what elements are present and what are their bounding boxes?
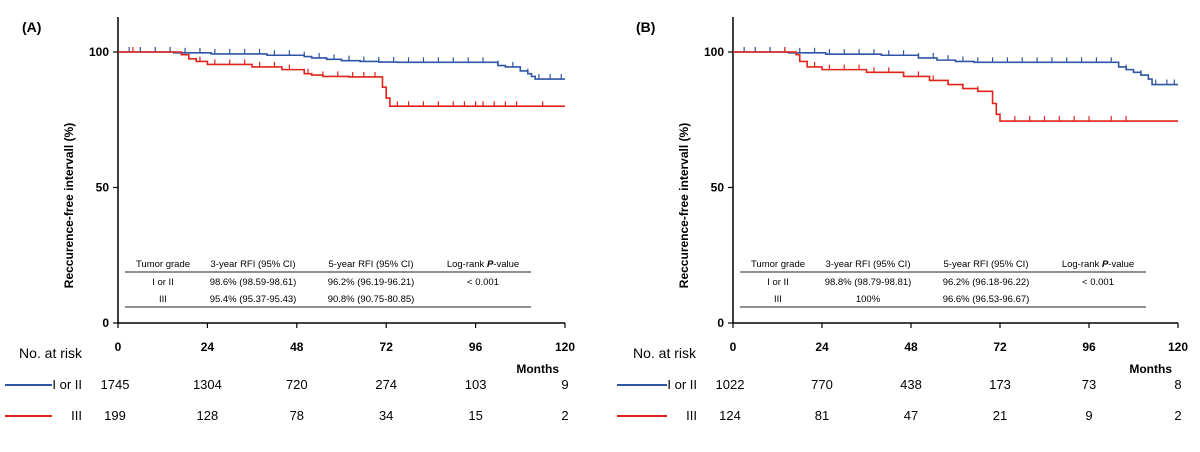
- table-cell: III: [159, 294, 167, 305]
- risk-value: 21: [993, 408, 1007, 423]
- y-tick-label: 50: [96, 181, 110, 195]
- table-cell: 90.8% (90.75-80.85): [328, 294, 415, 305]
- risk-value: 9: [561, 377, 568, 392]
- table-header-logrank: Log-rank P-value: [1062, 259, 1134, 270]
- risk-value: 15: [468, 408, 482, 423]
- table-cell: < 0.001: [1082, 277, 1114, 288]
- table-cell: 95.4% (95.37-95.43): [210, 294, 297, 305]
- table-header: Tumor grade: [751, 259, 805, 270]
- risk-value: 720: [286, 377, 308, 392]
- panel-label: (B): [636, 19, 655, 35]
- panel-label: (A): [22, 19, 41, 35]
- risk-value: 1745: [101, 377, 130, 392]
- risk-row-label: I or II: [52, 377, 82, 392]
- table-cell: III: [774, 294, 782, 305]
- risk-value: 47: [904, 408, 918, 423]
- risk-value: 438: [900, 377, 922, 392]
- x-tick-label: 72: [993, 340, 1007, 354]
- table-header: 3-year RFI (95% CI): [826, 259, 911, 270]
- table-cell: 96.6% (96.53-96.67): [943, 294, 1030, 305]
- y-axis-label: Reccurence-free intervall (%): [62, 123, 76, 288]
- table-cell: I or II: [152, 277, 174, 288]
- y-tick-label: 100: [704, 45, 724, 59]
- y-tick-label: 0: [717, 316, 724, 330]
- table-header-logrank: Log-rank P-value: [447, 259, 519, 270]
- risk-value: 103: [465, 377, 487, 392]
- risk-table-title: No. at risk: [19, 345, 83, 361]
- risk-value: 81: [815, 408, 829, 423]
- risk-table-title: No. at risk: [633, 345, 697, 361]
- x-tick-label: 24: [201, 340, 215, 354]
- x-tick-label: 96: [469, 340, 483, 354]
- survival-curve-grade-iii: [118, 51, 565, 107]
- y-tick-label: 0: [102, 316, 109, 330]
- table-cell: 96.2% (96.19-96.21): [328, 277, 415, 288]
- y-tick-label: 50: [711, 181, 725, 195]
- x-tick-label: 120: [555, 340, 575, 354]
- x-tick-label: 0: [730, 340, 737, 354]
- risk-value: 274: [375, 377, 397, 392]
- survival-curve-grade-iii: [733, 51, 1178, 122]
- x-tick-label: 48: [290, 340, 304, 354]
- risk-value: 78: [290, 408, 304, 423]
- risk-value: 9: [1085, 408, 1092, 423]
- risk-value: 8: [1174, 377, 1181, 392]
- table-cell: I or II: [767, 277, 789, 288]
- table-cell: 98.6% (98.59-98.61): [210, 277, 297, 288]
- table-header: 5-year RFI (95% CI): [329, 259, 414, 270]
- risk-row-label: III: [71, 408, 82, 423]
- risk-value: 2: [1174, 408, 1181, 423]
- table-header: Tumor grade: [136, 259, 190, 270]
- x-tick-label: 120: [1168, 340, 1188, 354]
- x-tick-label: 24: [815, 340, 829, 354]
- x-tick-label: 96: [1082, 340, 1096, 354]
- risk-value: 173: [989, 377, 1011, 392]
- table-cell: 100%: [856, 294, 881, 305]
- risk-value: 73: [1082, 377, 1096, 392]
- risk-value: 2: [561, 408, 568, 423]
- table-header: 3-year RFI (95% CI): [211, 259, 296, 270]
- risk-value: 34: [379, 408, 393, 423]
- y-tick-label: 100: [89, 45, 109, 59]
- x-tick-label: 48: [904, 340, 918, 354]
- risk-row-label: I or II: [667, 377, 697, 392]
- panel-a: (A) 0 50 100 0 24 48 72 96 120 Months Reccurence-fr…: [5, 17, 575, 423]
- risk-value: 124: [719, 408, 741, 423]
- risk-value: 199: [104, 408, 126, 423]
- risk-value: 1022: [716, 377, 745, 392]
- table-cell: 98.8% (98.79-98.81): [825, 277, 912, 288]
- x-tick-label: 72: [380, 340, 394, 354]
- x-axis-label: Months: [516, 362, 559, 376]
- table-header: 5-year RFI (95% CI): [944, 259, 1029, 270]
- risk-value: 770: [811, 377, 833, 392]
- risk-value: 1304: [193, 377, 222, 392]
- panel-b: (B) 0 50 100 0 24 48 72 96 120 Months Reccurence-fr…: [617, 17, 1188, 423]
- x-axis-label: Months: [1129, 362, 1172, 376]
- table-cell: 96.2% (96.18-96.22): [943, 277, 1030, 288]
- table-cell: < 0.001: [467, 277, 499, 288]
- x-tick-label: 0: [115, 340, 122, 354]
- risk-value: 128: [197, 408, 219, 423]
- y-axis-label: Reccurence-free intervall (%): [677, 123, 691, 288]
- risk-row-label: III: [686, 408, 697, 423]
